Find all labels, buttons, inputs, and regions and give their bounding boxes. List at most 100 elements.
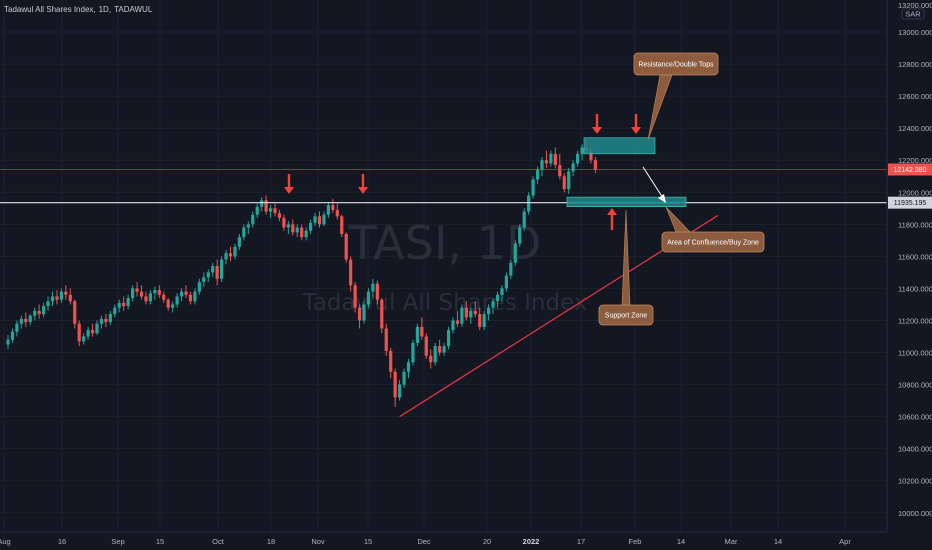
candle-body [50,296,55,302]
price-tick-15: 13000.000 [898,28,932,37]
candle-body [549,153,553,164]
candle-4 [24,312,28,327]
candle-99 [446,326,451,350]
arrow-down-first-top[interactable] [592,114,602,134]
arrow-down-oct-top[interactable] [284,174,294,194]
support-zone[interactable] [566,196,687,208]
candle-101 [455,310,460,327]
candle-body [295,227,299,233]
candle-body [589,150,593,161]
candle-66 [300,224,304,241]
currency-badge[interactable]: SAR [905,10,921,19]
candle-body [282,217,286,228]
candle-93 [420,317,424,340]
candle-0 [6,334,10,350]
callout-text: Area of Confluence/Buy Zone [667,240,759,247]
callout-box [633,52,719,76]
callout-support[interactable]: Support Zone [598,209,654,326]
arrow-head [592,127,602,134]
candle-body [33,310,37,316]
callout-confluence[interactable]: Area of Confluence/Buy Zone [661,206,765,253]
candle-88 [398,379,402,401]
candle-132 [593,157,597,174]
candle-56 [255,203,259,218]
candle-65 [295,224,299,238]
price-tag-label: 11935.195 [894,200,927,207]
candle-body [522,211,526,228]
time-tick-8: Dec [417,537,431,546]
candle-body [411,342,415,363]
time-axis[interactable]: Aug 16 Sep 15 Oct 18 Nov 15 Dec 20 2022 17 Feb 14 Mar 1… [0,531,932,550]
candle-127 [571,160,575,177]
candle-3 [19,315,23,329]
candle-body [580,147,584,154]
candle-12 [59,288,63,303]
candle-body [371,283,375,292]
candle-body [82,336,86,342]
price-axis[interactable]: 10000.000 10200.000 10400.000 10600.000 1080… [886,0,932,532]
time-tick-10: 2022 [523,537,540,546]
candle-16 [77,320,81,347]
candle-22 [104,314,108,327]
candle-body [500,288,504,295]
candle-body [113,307,117,315]
callout-box [598,304,654,326]
candle-89 [402,368,406,388]
candle-84 [380,298,384,334]
candle-body [131,288,135,299]
candle-115 [518,224,522,247]
candle-45 [206,269,210,283]
arrow-up-support-1[interactable] [607,208,617,230]
candle-91 [411,339,415,366]
candle-129 [580,144,584,161]
candle-body [126,298,130,307]
candle-102 [460,304,464,327]
candle-73 [331,198,335,214]
candle-108 [487,304,491,321]
candle-62 [282,214,286,231]
arrow-down-second-top[interactable] [631,114,641,134]
callout-resistance[interactable]: Resistance/Double Tops [633,52,719,141]
resistance-zone[interactable] [583,137,656,155]
candle-75 [340,214,344,238]
candle-97 [438,339,442,356]
candle-body [64,291,68,295]
candle-43 [197,278,201,295]
price-tags: 12142.380 11935.195 [888,163,932,209]
time-tick-9: 20 [483,537,491,546]
candle-25 [117,299,121,313]
candle-42 [193,288,197,305]
candle-48 [220,256,224,283]
candle-114 [513,240,517,266]
arrow-down-nov-top[interactable] [358,174,368,194]
candlestick-series [6,139,597,408]
candle-body [220,259,224,279]
candle-33 [153,286,157,300]
candle-body [251,214,255,225]
candle-body [438,346,442,353]
candle-40 [184,285,188,299]
candle-body [215,266,219,279]
candle-body [37,310,41,315]
candle-body [268,208,273,212]
candle-14 [68,288,72,305]
candle-body [389,350,393,372]
candle-121 [544,150,549,169]
candle-96 [433,342,437,366]
candle-body [473,310,477,315]
legend-exchange[interactable]: TADAWUL [114,5,153,14]
projection-arrow [642,166,664,199]
legend-symbol-name[interactable]: Tadawul All Shares Index, [4,5,96,14]
candle-body [433,346,437,363]
candle-body [562,176,566,190]
legend-interval[interactable]: 1D, [98,5,112,14]
candle-body [429,355,433,363]
candle-68 [309,219,313,234]
candle-body [317,216,322,225]
candle-125 [562,173,566,193]
symbol-legend[interactable]: Tadawul All Shares Index, 1D, TADAWUL [4,5,155,14]
drawings-layer: Resistance/Double Tops Area of Confluence… [0,52,887,418]
currency-badge-bg[interactable] [901,8,925,20]
